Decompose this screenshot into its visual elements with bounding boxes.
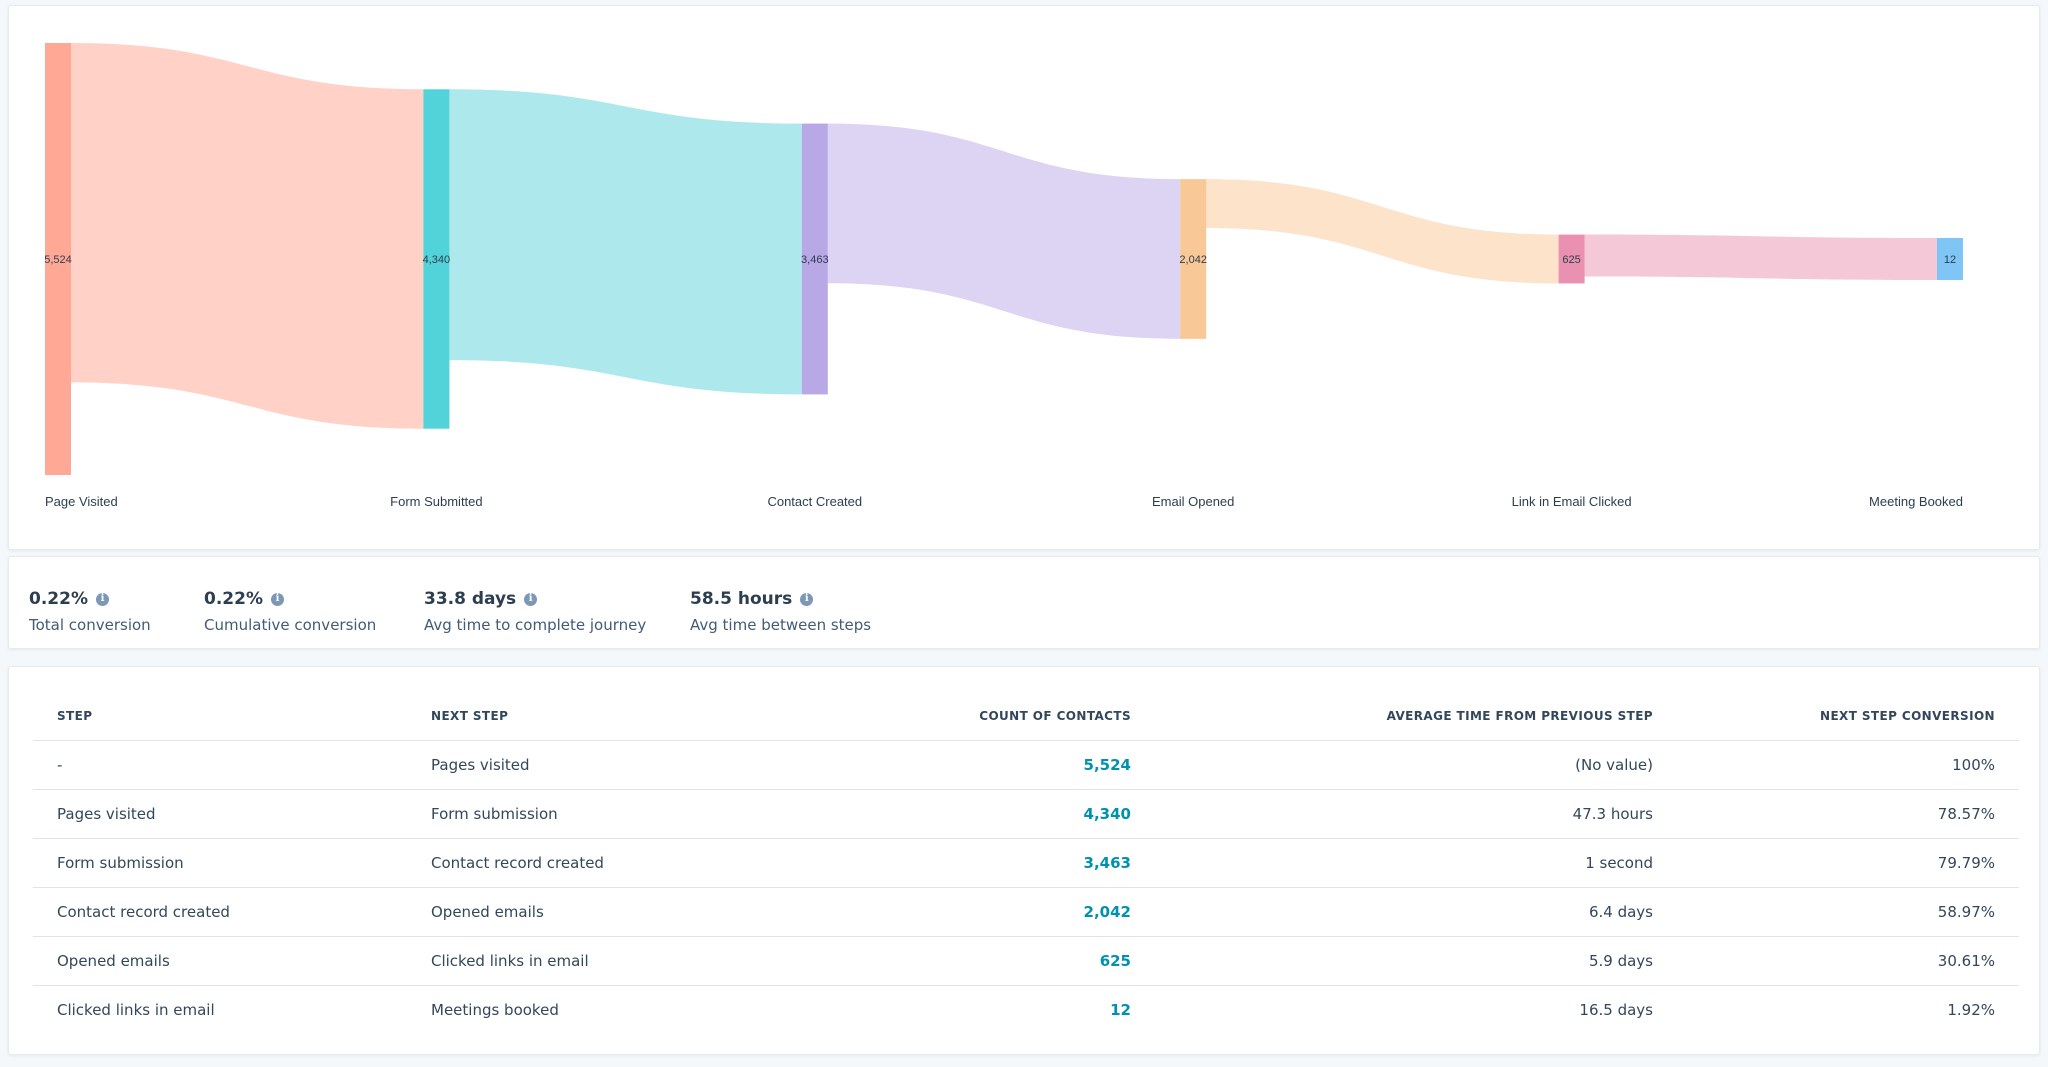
table-row: - Pages visited 5,524 (No value) 100%	[33, 740, 2019, 790]
sankey-node-value-label: 2,042	[1179, 254, 1207, 266]
cell-count-link[interactable]: 3,463	[781, 838, 1155, 888]
cell-next-step: Clicked links in email	[407, 936, 781, 986]
cell-step: Clicked links in email	[57, 1000, 215, 1019]
cell-avg-time: 16.5 days	[1579, 1000, 1653, 1019]
column-header-next-step[interactable]: NEXT STEP	[407, 693, 781, 741]
journey-sankey-card: 5,524 Page Visited 4,340 Form Submitted 3,46…	[8, 5, 2040, 550]
sankey-node-value-label: 625	[1562, 254, 1580, 266]
sankey-node-3[interactable]	[801, 123, 828, 395]
cell-count-link[interactable]: 2,042	[781, 887, 1155, 937]
cell-step: -	[33, 740, 407, 790]
metric-total-conversion: 0.22% i Total conversion	[29, 589, 151, 634]
metric-label: Cumulative conversion	[204, 616, 377, 634]
table-row: Pages visited Form submission 4,340 47.3…	[33, 789, 2019, 839]
sankey-node-value-label: 5,524	[44, 254, 72, 266]
cell-next-step: Pages visited	[407, 740, 781, 790]
cell-count-link[interactable]: 12	[1110, 1000, 1131, 1019]
table-row: Clicked links in email Meetings booked 1…	[33, 985, 2019, 1034]
cell-step: Contact record created	[33, 887, 407, 937]
column-header-count[interactable]: COUNT OF CONTACTS	[781, 693, 1155, 741]
cell-step: Opened emails	[33, 936, 407, 986]
sankey-stage-label: Email Opened	[1152, 494, 1234, 509]
journey-steps-table-card: STEP NEXT STEP COUNT OF CONTACTS AVERAGE…	[8, 666, 2040, 1055]
column-header-avg-time[interactable]: AVERAGE TIME FROM PREVIOUS STEP	[1155, 693, 1677, 741]
cell-next-step: Opened emails	[407, 887, 781, 937]
journey-steps-table: STEP NEXT STEP COUNT OF CONTACTS AVERAGE…	[33, 693, 2019, 1034]
sankey-node-2[interactable]	[423, 89, 450, 429]
sankey-flow-3[interactable]	[827, 123, 1181, 339]
journey-sankey-chart: 5,524 Page Visited 4,340 Form Submitted 3,46…	[44, 43, 1963, 509]
metric-label: Avg time to complete journey	[424, 616, 647, 634]
cell-avg-time: 5.9 days	[1155, 936, 1677, 986]
sankey-node-value-label: 4,340	[423, 254, 451, 266]
cell-conversion: 79.79%	[1677, 838, 2019, 888]
sankey-stage-label: Form Submitted	[390, 494, 482, 509]
metric-avg-time-journey: 33.8 days i Avg time to complete journey	[424, 589, 646, 634]
info-icon[interactable]: i	[524, 592, 538, 606]
metric-value: 0.22%	[204, 589, 263, 609]
sankey-stage-label: Page Visited	[45, 494, 118, 509]
cell-conversion: 78.57%	[1677, 789, 2019, 839]
metric-value: 0.22%	[29, 589, 88, 609]
sankey-stage-label: Meeting Booked	[1869, 494, 1963, 509]
cell-avg-time: 47.3 hours	[1155, 789, 1677, 839]
sankey-stage-label: Contact Created	[767, 494, 862, 509]
sankey-stage-label: Link in Email Clicked	[1512, 494, 1632, 509]
cell-step: Form submission	[33, 838, 407, 888]
cell-next-step: Contact record created	[407, 838, 781, 888]
cell-step: Pages visited	[33, 789, 407, 839]
metric-value: 58.5 hours	[690, 589, 793, 609]
info-icon[interactable]: i	[95, 592, 109, 606]
table-header-row: STEP NEXT STEP COUNT OF CONTACTS AVERAGE…	[33, 693, 2019, 741]
info-icon[interactable]: i	[800, 592, 814, 606]
cell-avg-time: (No value)	[1155, 740, 1677, 790]
sankey-node-value-label: 12	[1944, 254, 1956, 266]
column-header-conversion[interactable]: NEXT STEP CONVERSION	[1677, 693, 2019, 741]
sankey-flow-1[interactable]	[71, 43, 424, 429]
sankey-node-6[interactable]	[1937, 238, 1963, 280]
sankey-node-1[interactable]	[45, 43, 71, 475]
column-header-step[interactable]: STEP	[33, 693, 407, 741]
metric-cumulative-conversion: 0.22% i Cumulative conversion	[204, 589, 376, 634]
sankey-flow-4[interactable]	[1206, 179, 1559, 284]
cell-next-step: Meetings booked	[431, 1000, 559, 1019]
cell-conversion: 30.61%	[1677, 936, 2019, 986]
metrics-summary-card: 0.22% i Total conversion 0.22% i Cumulat…	[8, 556, 2040, 649]
sankey-node-4[interactable]	[1180, 179, 1207, 339]
cell-avg-time: 6.4 days	[1155, 887, 1677, 937]
cell-count-link[interactable]: 5,524	[781, 740, 1155, 790]
cell-conversion: 100%	[1677, 740, 2019, 790]
cell-avg-time: 1 second	[1155, 838, 1677, 888]
table-row: Form submission Contact record created 3…	[33, 838, 2019, 888]
cell-conversion: 1.92%	[1947, 1000, 1995, 1019]
table-row: Contact record created Opened emails 2,0…	[33, 887, 2019, 937]
cell-count-link[interactable]: 625	[781, 936, 1155, 986]
sankey-flow-2[interactable]	[449, 89, 802, 395]
sankey-node-value-label: 3,463	[801, 254, 829, 266]
metric-label: Total conversion	[29, 616, 151, 634]
cell-next-step: Form submission	[407, 789, 781, 839]
sankey-flow-5[interactable]	[1584, 234, 1937, 280]
info-icon[interactable]: i	[270, 592, 284, 606]
metric-label: Avg time between steps	[690, 616, 872, 634]
table-row: Opened emails Clicked links in email 625…	[33, 936, 2019, 986]
cell-count-link[interactable]: 4,340	[781, 789, 1155, 839]
sankey-node-5[interactable]	[1558, 234, 1585, 284]
cell-conversion: 58.97%	[1677, 887, 2019, 937]
metric-value: 33.8 days	[424, 589, 517, 609]
metric-avg-time-steps: 58.5 hours i Avg time between steps	[690, 589, 871, 634]
